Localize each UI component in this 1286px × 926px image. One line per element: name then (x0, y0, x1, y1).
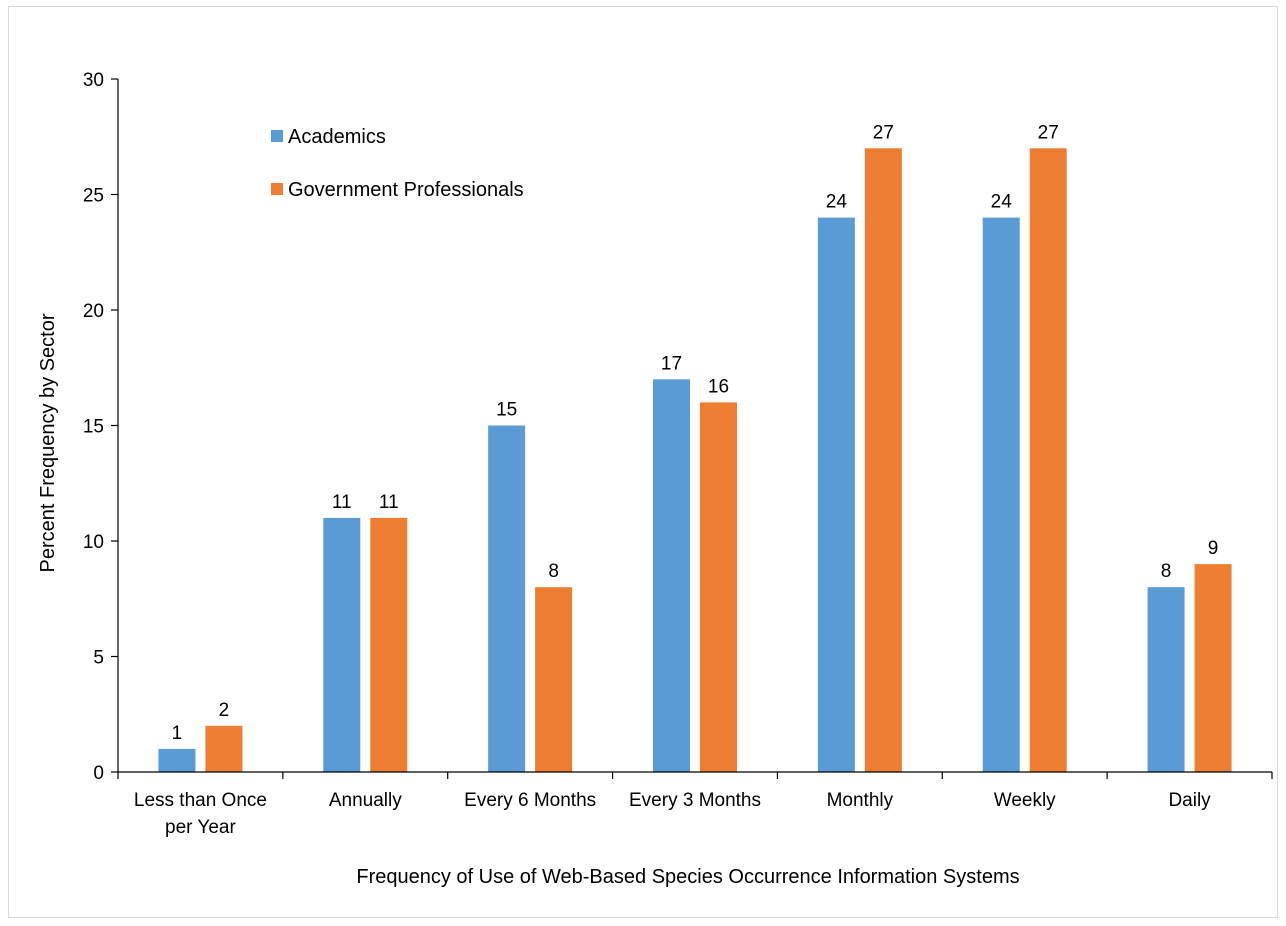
bar-government-professionals (205, 725, 243, 772)
x-tick-label: Every 6 Months (464, 790, 596, 811)
bar-government-professionals (535, 587, 573, 772)
legend-entry: Academics (288, 126, 386, 148)
y-tick-label: 30 (83, 70, 104, 91)
y-tick-label: 25 (83, 186, 104, 207)
data-label: 8 (1161, 561, 1172, 582)
x-tick-label: Less than Once per Year (134, 790, 267, 838)
bar-academics (488, 425, 526, 772)
y-tick-label: 0 (93, 763, 104, 784)
x-tick-label: Monthly (827, 790, 894, 811)
data-label: 16 (708, 376, 729, 397)
bar-government-professionals (1029, 148, 1067, 773)
x-tick-label: Weekly (994, 790, 1056, 811)
data-label: 2 (219, 700, 230, 721)
y-axis-ticks: 0 5 10 15 20 25 30 (83, 70, 118, 784)
data-label: 11 (332, 492, 352, 513)
y-tick-label: 10 (83, 532, 104, 553)
x-axis-tick-labels: Less than Once per Year Annually Every 6 Mo… (134, 790, 1211, 838)
y-tick-label: 5 (93, 648, 104, 669)
bar-academics (1147, 587, 1185, 772)
bar-academics (323, 517, 361, 772)
legend-entry: Government Professionals (288, 179, 524, 201)
y-axis-title: Percent Frequency by Sector (37, 313, 59, 572)
legend-swatch (271, 183, 283, 195)
data-label: 24 (826, 192, 848, 213)
data-label: 17 (661, 353, 682, 374)
y-tick-label: 20 (83, 301, 104, 322)
bar-government-professionals (700, 402, 737, 772)
x-tick-label: Daily (1168, 790, 1211, 811)
data-label: 11 (379, 492, 399, 513)
data-label: 9 (1208, 538, 1219, 559)
bar-government-professionals (370, 517, 408, 772)
data-label: 27 (873, 122, 894, 143)
data-label: 1 (172, 723, 183, 744)
y-tick-label: 15 (83, 417, 104, 438)
bar-academics (158, 748, 196, 772)
data-label: 8 (548, 561, 559, 582)
bar-academics (817, 217, 855, 773)
legend-swatch (271, 130, 283, 142)
data-label: 27 (1038, 122, 1059, 143)
bar-government-professionals (864, 148, 902, 773)
bar-academics (982, 217, 1020, 773)
x-tick-label: Annually (329, 790, 402, 811)
legend: Academics Government Professionals (271, 126, 524, 201)
bar-academics (653, 379, 690, 772)
x-tick-label: Every 3 Months (629, 790, 761, 811)
data-label: 15 (496, 400, 517, 421)
data-label: 24 (991, 192, 1013, 213)
axes (117, 79, 1273, 779)
bar-government-professionals (1194, 564, 1232, 772)
x-axis-title: Frequency of Use of Web-Based Species Oc… (356, 866, 1019, 888)
